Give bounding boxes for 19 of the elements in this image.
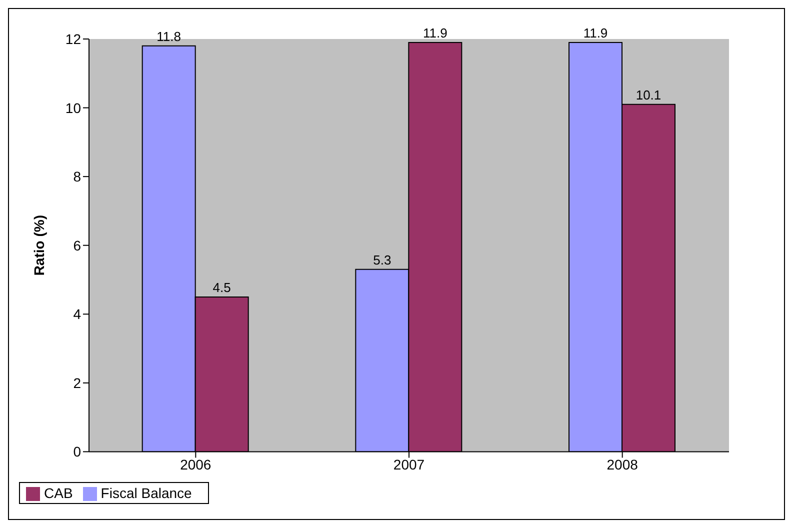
y-tick-label: 6 xyxy=(73,237,82,254)
y-axis-title: Ratio (%) xyxy=(30,215,47,276)
y-tick-label: 8 xyxy=(73,168,82,185)
y-tick-label: 12 xyxy=(65,30,82,47)
y-tick-label: 10 xyxy=(65,100,82,116)
y-tick-label: 0 xyxy=(73,444,82,460)
x-tick-label: 2007 xyxy=(393,456,425,473)
data-label: 5.3 xyxy=(373,252,392,268)
x-tick-label: 2008 xyxy=(606,456,638,473)
y-tick-label: 4 xyxy=(73,306,82,322)
data-label: 10.1 xyxy=(636,87,662,102)
data-label: 11.9 xyxy=(422,25,448,40)
data-label: 4.5 xyxy=(212,280,231,295)
data-label: 11.9 xyxy=(583,25,608,40)
legend-label: CAB xyxy=(44,484,73,501)
data-label: 11.8 xyxy=(156,28,182,44)
legend-label: Fiscal Balance xyxy=(100,484,192,501)
x-tick-label: 2006 xyxy=(180,456,212,473)
y-tick-label: 2 xyxy=(73,374,82,391)
